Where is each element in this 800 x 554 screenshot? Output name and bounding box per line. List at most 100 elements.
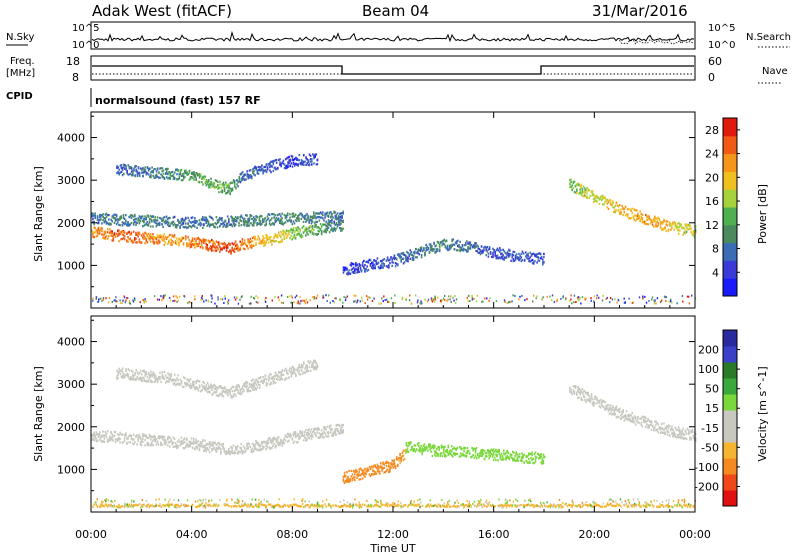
range-gate-cell (250, 222, 253, 225)
range-gate-cell (308, 366, 311, 369)
range-gate-cell (256, 171, 259, 174)
range-gate-cell (297, 441, 299, 444)
range-gate-cell (352, 469, 355, 472)
range-gate-cell (265, 233, 267, 237)
range-gate-cell (215, 390, 218, 394)
range-gate-cell (174, 441, 177, 445)
range-gate-cell (274, 168, 277, 171)
range-gate-cell (316, 365, 319, 368)
range-gate-cell (149, 237, 152, 240)
range-gate-cell (289, 295, 291, 298)
range-gate-cell (185, 225, 187, 228)
range-gate-cell (284, 377, 287, 380)
range-gate-cell (204, 388, 207, 391)
range-gate-cell (536, 253, 538, 256)
range-gate-cell (159, 378, 161, 381)
range-gate-cell (93, 431, 95, 434)
range-gate-cell (229, 223, 231, 226)
range-gate-cell (359, 467, 362, 470)
range-gate-cell (500, 257, 502, 260)
range-gate-cell (302, 225, 305, 228)
range-gate-cell (187, 443, 189, 446)
range-gate-cell (290, 219, 292, 222)
range-gate-cell (169, 224, 171, 227)
range-gate-cell (414, 444, 417, 447)
range-gate-cell (632, 301, 634, 304)
range-gate-cell (152, 435, 154, 439)
range-gate-cell (188, 171, 191, 174)
range-gate-cell (426, 300, 429, 303)
freq-tick-bottom: 8 (72, 71, 79, 84)
range-gate-cell (300, 299, 302, 302)
range-gate-cell (425, 243, 427, 246)
range-gate-cell (378, 302, 380, 305)
range-gate-cell (154, 375, 157, 379)
range-gate-cell (279, 158, 281, 161)
range-gate-cell (481, 448, 484, 451)
range-gate-cell (160, 236, 162, 239)
range-gate-cell (289, 432, 291, 435)
range-gate-cell (181, 223, 184, 226)
range-gate-cell (501, 256, 503, 259)
range-gate-cell (393, 465, 396, 468)
range-gate-cell (270, 382, 272, 385)
range-gate-cell (204, 448, 206, 451)
range-gate-cell (210, 183, 212, 186)
range-gate-cell (609, 203, 612, 206)
range-gate-cell (219, 446, 221, 449)
range-gate-cell (476, 244, 478, 247)
range-gate-cell (180, 223, 183, 226)
range-gate-cell (274, 159, 277, 162)
range-gate-cell (290, 434, 292, 437)
range-gate-cell (217, 441, 220, 444)
range-gate-cell (478, 247, 481, 251)
range-gate-cell (224, 297, 226, 300)
range-gate-cell (307, 227, 309, 230)
range-gate-cell (371, 465, 373, 468)
range-gate-cell (667, 230, 670, 233)
range-gate-cell (251, 447, 254, 450)
range-gate-cell (327, 435, 330, 438)
range-gate-cell (196, 174, 199, 177)
range-gate-cell (305, 220, 307, 223)
range-gate-cell (394, 294, 396, 297)
range-gate-cell (245, 220, 247, 223)
range-gate-cell (485, 254, 487, 257)
range-gate-cell (364, 302, 366, 305)
range-gate-cell (185, 238, 187, 241)
range-gate-cell (204, 216, 206, 219)
range-gate-cell (334, 227, 337, 230)
range-gate-cell (145, 216, 147, 219)
range-gate-cell (252, 383, 254, 386)
range-gate-cell (486, 452, 488, 455)
range-gate-cell (512, 260, 515, 263)
range-gate-cell (256, 381, 259, 384)
range-gate-cell (130, 231, 133, 234)
range-gate-cell (509, 254, 511, 257)
range-gate-cell (108, 218, 110, 221)
range-gate-cell (562, 296, 564, 299)
range-gate-cell (431, 249, 433, 252)
colorbar-tick-label: 8 (712, 243, 719, 256)
range-gate-cell (299, 228, 301, 231)
range-gate-cell (654, 218, 656, 221)
range-gate-cell (182, 438, 185, 441)
range-gate-cell (359, 300, 361, 303)
range-gate-cell (98, 434, 101, 437)
range-gate-cell (169, 373, 171, 376)
range-gate-cell (154, 221, 156, 224)
range-gate-cell (190, 176, 193, 179)
range-gate-cell (532, 462, 534, 465)
range-gate-cell (531, 451, 533, 454)
range-gate-cell (279, 371, 281, 374)
range-gate-cell (331, 229, 333, 232)
range-gate-cell (175, 446, 178, 450)
range-gate-cell (503, 458, 505, 461)
range-gate-cell (529, 260, 532, 263)
range-gate-cell (335, 213, 338, 216)
range-gate-cell (311, 434, 314, 437)
range-gate-cell (161, 373, 164, 376)
range-gate-cell (214, 243, 216, 246)
range-gate-cell (126, 297, 128, 300)
range-gate-cell (195, 381, 197, 385)
